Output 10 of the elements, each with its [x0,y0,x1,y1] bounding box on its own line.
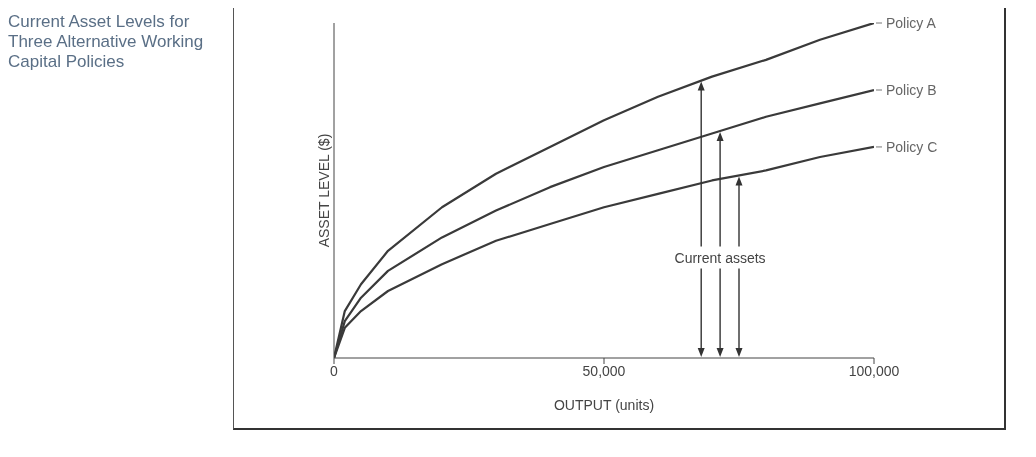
annotation: Current assets [674,249,766,266]
x-axis-title: OUTPUT (units) [553,397,655,413]
x-tick-label: 0 [330,362,339,379]
y-axis-title: ASSET LEVEL ($) [315,133,332,248]
series-label: Policy A [886,15,937,31]
series-label: Policy C [886,138,938,155]
text: Current Asset Levels for Three Alternative Working Capital Policies [8,11,205,73]
series-label: Policy B [886,82,937,98]
x-tick-label: 100,000 [848,362,900,379]
x-tick-label: 50,000 [582,362,626,379]
